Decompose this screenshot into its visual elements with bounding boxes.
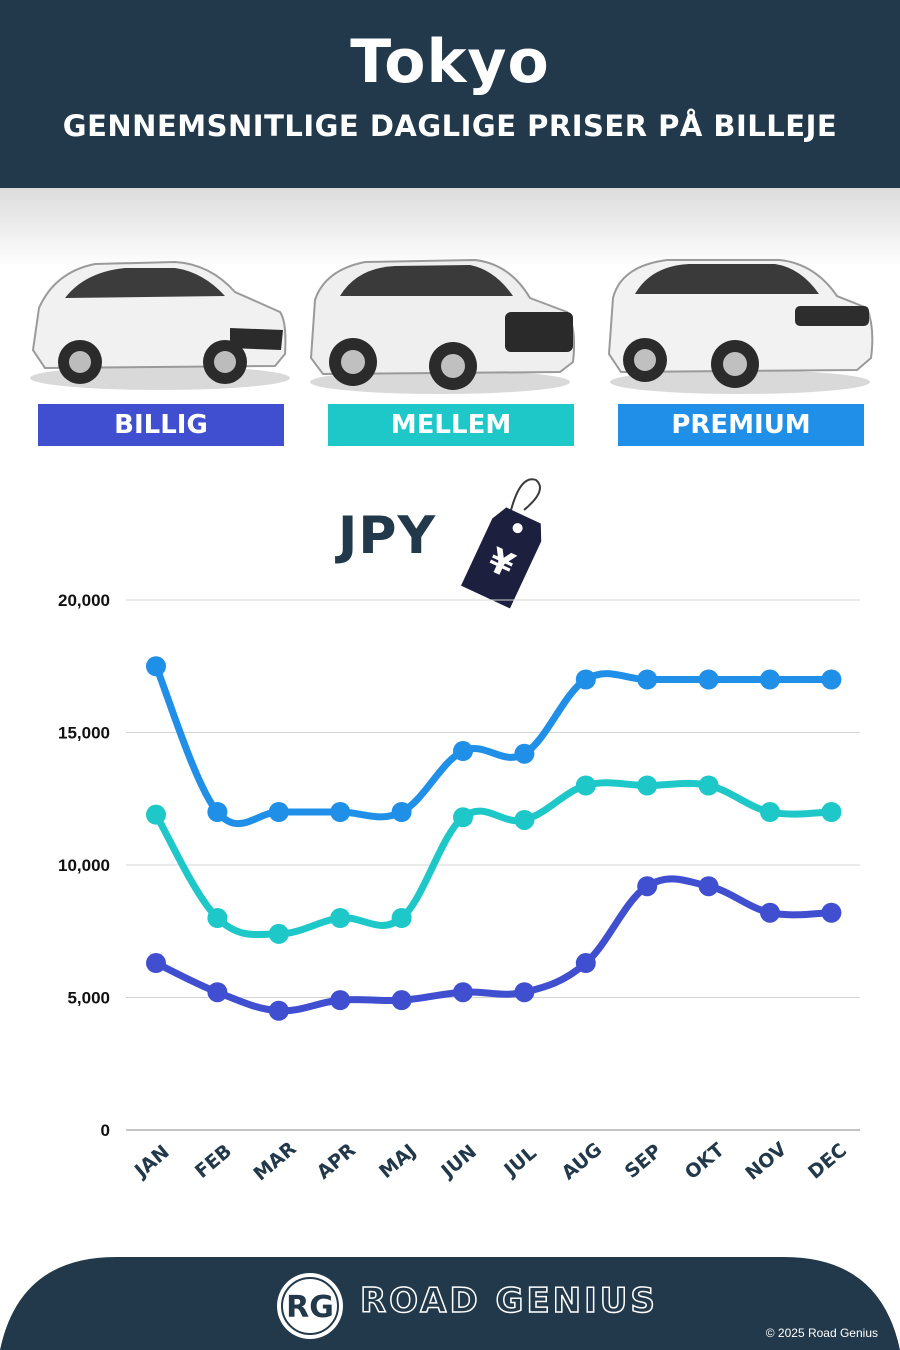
footer-banner — [0, 1256, 900, 1350]
data-point-mellem — [514, 809, 535, 830]
data-point-mellem — [821, 802, 842, 822]
x-tick-label: DEC — [804, 1139, 851, 1183]
logo-text: RG — [286, 1290, 334, 1325]
data-point-mellem — [453, 807, 473, 828]
data-point-premium — [698, 669, 719, 690]
data-point-mellem — [146, 804, 166, 825]
y-tick-label: 0 — [101, 1121, 110, 1140]
data-point-premium — [760, 669, 780, 690]
page-subtitle: GENNEMSNITLIGE DAGLIGE PRISER PÅ BILLEJE — [62, 109, 838, 143]
data-point-mellem — [268, 923, 289, 944]
data-point-premium — [207, 802, 228, 822]
category-label-billig: BILLIG — [38, 404, 284, 446]
header-shadow — [0, 188, 900, 268]
data-point-billig — [637, 876, 658, 897]
road-genius-logo-icon: RG — [277, 1273, 343, 1339]
data-point-billig — [453, 982, 473, 1003]
hatchback-car-image — [30, 260, 290, 390]
y-tick-label: 20,000 — [58, 591, 110, 610]
category-label-premium: PREMIUM — [618, 404, 864, 446]
data-point-premium — [453, 741, 473, 762]
data-point-premium — [575, 669, 596, 690]
data-point-premium — [821, 669, 842, 690]
data-point-billig — [575, 953, 596, 974]
copyright-text: © 2025 Road Genius — [765, 1326, 878, 1340]
data-point-premium — [637, 669, 658, 690]
data-point-mellem — [330, 908, 351, 928]
data-point-billig — [514, 982, 535, 1003]
x-tick-label: FEB — [191, 1140, 236, 1183]
page-title: Tokyo — [350, 27, 550, 97]
data-point-billig — [268, 1000, 289, 1021]
currency-code: JPY — [338, 506, 437, 566]
line-chart: 0 5,000 10,000 15,000 20,000 JAN FEB MAR APR MAJ J… — [58, 591, 860, 1185]
y-tick-label: 10,000 — [58, 856, 110, 875]
data-point-billig — [207, 982, 228, 1003]
x-tick-label: JAN — [129, 1141, 174, 1183]
data-point-mellem — [575, 775, 596, 796]
y-tick-label: 15,000 — [58, 724, 110, 743]
data-point-premium — [330, 802, 351, 822]
series-line-mellem — [152, 779, 835, 939]
data-point-billig — [698, 876, 719, 897]
category-label-mellem: MELLEM — [328, 404, 574, 446]
data-point-premium — [391, 802, 412, 822]
x-tick-label: JUN — [436, 1141, 481, 1184]
x-tick-label: SEP — [621, 1140, 666, 1183]
x-tick-label: MAR — [249, 1137, 300, 1185]
x-tick-label: JUL — [499, 1142, 541, 1182]
data-point-billig — [391, 990, 412, 1011]
x-tick-label: OKT — [681, 1139, 729, 1184]
x-tick-label: AUG — [558, 1138, 607, 1184]
x-tick-label: MAJ — [375, 1140, 420, 1183]
data-point-premium — [146, 656, 166, 677]
data-point-mellem — [698, 775, 719, 796]
x-tick-label: NOV — [741, 1138, 791, 1185]
data-point-mellem — [637, 775, 658, 796]
brand-name: ROAD GENIUS — [359, 1281, 658, 1321]
data-point-billig — [146, 953, 166, 974]
y-tick-label: 5,000 — [67, 989, 110, 1008]
data-point-premium — [268, 802, 289, 822]
x-tick-label: APR — [313, 1139, 361, 1184]
series-line-billig — [152, 875, 835, 1015]
premium-suv-image — [607, 259, 874, 394]
data-point-mellem — [760, 802, 780, 822]
data-point-billig — [821, 902, 842, 923]
data-point-mellem — [207, 908, 228, 928]
data-point-billig — [330, 990, 351, 1011]
yen-price-tag-icon: ¥ — [461, 478, 542, 609]
data-point-billig — [760, 902, 780, 923]
data-point-mellem — [391, 908, 412, 928]
header-banner: Tokyo GENNEMSNITLIGE DAGLIGE PRISER PÅ B… — [0, 0, 900, 188]
series-line-premium — [152, 662, 835, 828]
suv-car-image — [309, 258, 575, 394]
data-point-premium — [514, 743, 535, 764]
